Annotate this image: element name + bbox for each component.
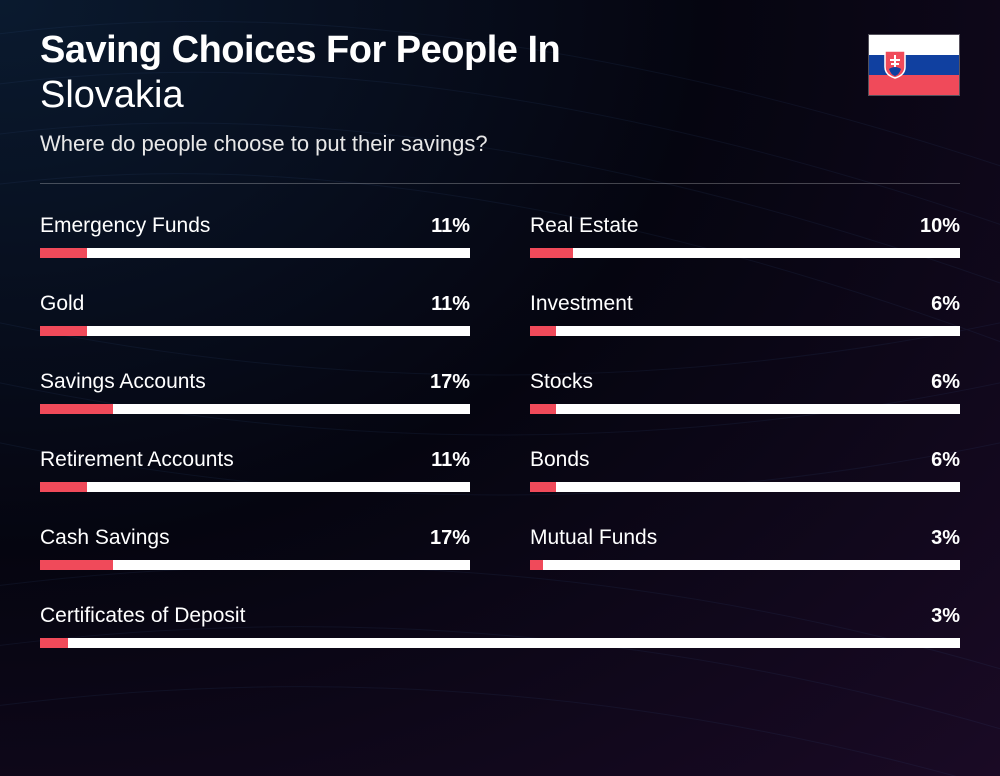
bar-fill [530, 404, 556, 414]
bar-label: Stocks [530, 370, 593, 394]
bar-value: 3% [931, 605, 960, 628]
bar-value: 17% [430, 371, 470, 394]
divider [40, 183, 960, 184]
bar-fill [40, 560, 113, 570]
bar-track [40, 560, 470, 570]
bar-fill [40, 482, 87, 492]
title-country: Slovakia [40, 74, 868, 117]
bar-label: Mutual Funds [530, 526, 657, 550]
bar-item: Retirement Accounts 11% [40, 448, 470, 492]
bar-value: 11% [431, 293, 470, 316]
title-main: Saving Choices For People In [40, 30, 868, 72]
bar-fill [40, 326, 87, 336]
bar-label: Bonds [530, 448, 590, 472]
bar-item: Gold 11% [40, 292, 470, 336]
bar-fill [530, 326, 556, 336]
bar-fill [40, 638, 68, 648]
bar-track [40, 482, 470, 492]
bar-fill [40, 248, 87, 258]
bar-value: 10% [920, 215, 960, 238]
bar-fill [530, 560, 543, 570]
bar-item: Emergency Funds 11% [40, 214, 470, 258]
bar-track [40, 404, 470, 414]
bar-item: Cash Savings 17% [40, 526, 470, 570]
flag-slovakia [868, 34, 960, 96]
flag-emblem-icon [883, 49, 907, 79]
bar-track [40, 326, 470, 336]
bar-item: Certificates of Deposit 3% [40, 604, 960, 648]
bar-track [530, 326, 960, 336]
bar-track [530, 482, 960, 492]
chart-grid: Emergency Funds 11% Real Estate 10% Gold 11% I… [40, 214, 960, 648]
bar-value: 6% [931, 371, 960, 394]
bar-track [530, 404, 960, 414]
bar-label: Real Estate [530, 214, 639, 238]
bar-label: Emergency Funds [40, 214, 210, 238]
bar-label: Certificates of Deposit [40, 604, 245, 628]
bar-track [530, 560, 960, 570]
bar-fill [530, 482, 556, 492]
bar-track [40, 638, 960, 648]
bar-value: 6% [931, 293, 960, 316]
bar-value: 6% [931, 449, 960, 472]
bar-item: Savings Accounts 17% [40, 370, 470, 414]
bar-value: 11% [431, 449, 470, 472]
bar-item: Stocks 6% [530, 370, 960, 414]
subtitle: Where do people choose to put their savi… [40, 131, 868, 157]
bar-item: Mutual Funds 3% [530, 526, 960, 570]
bar-item: Bonds 6% [530, 448, 960, 492]
bar-value: 17% [430, 527, 470, 550]
bar-item: Real Estate 10% [530, 214, 960, 258]
bar-label: Investment [530, 292, 633, 316]
bar-track [530, 248, 960, 258]
bar-label: Cash Savings [40, 526, 170, 550]
bar-fill [530, 248, 573, 258]
header: Saving Choices For People In Slovakia Wh… [40, 30, 960, 157]
bar-item: Investment 6% [530, 292, 960, 336]
bar-track [40, 248, 470, 258]
bar-fill [40, 404, 113, 414]
bar-value: 11% [431, 215, 470, 238]
bar-value: 3% [931, 527, 960, 550]
bar-label: Savings Accounts [40, 370, 206, 394]
bar-label: Retirement Accounts [40, 448, 234, 472]
bar-label: Gold [40, 292, 84, 316]
